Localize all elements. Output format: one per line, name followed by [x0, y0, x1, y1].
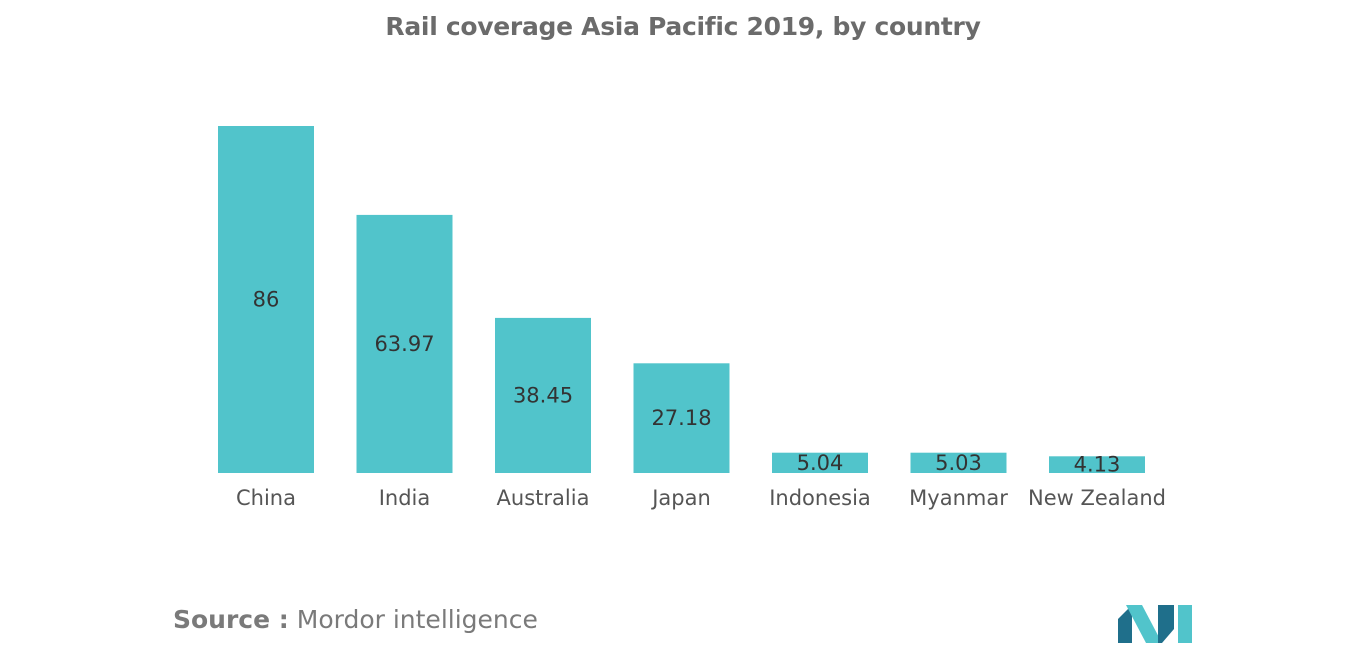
value-label: 5.03 [935, 451, 982, 475]
bar-japan [633, 363, 730, 473]
bars-layer [218, 126, 1145, 473]
value-label: 38.45 [513, 383, 573, 407]
value-label: 4.13 [1074, 453, 1121, 477]
category-label: India [379, 486, 431, 510]
value-label: 86 [253, 288, 280, 312]
value-label: 63.97 [374, 332, 434, 356]
bar-myanmar [910, 452, 1007, 473]
mordor-intelligence-logo-icon [1118, 605, 1192, 643]
bar-india [356, 214, 453, 473]
category-label: Australia [497, 486, 590, 510]
bar-china [218, 126, 314, 473]
category-label: New Zealand [1028, 486, 1166, 510]
logo-middle-stroke [1126, 605, 1162, 643]
category-label: Indonesia [769, 486, 871, 510]
bar-indonesia [772, 452, 868, 473]
logo-far-right-stroke [1178, 605, 1192, 643]
value-label: 5.04 [797, 451, 844, 475]
source-note: Source : Mordor intelligence [173, 605, 538, 634]
category-label: China [236, 486, 296, 510]
chart-title: Rail coverage Asia Pacific 2019, by coun… [385, 12, 981, 41]
source-label: Source : [173, 605, 289, 634]
value-label: 27.18 [651, 406, 711, 430]
logo-right-stroke [1158, 605, 1174, 643]
source-text: Mordor intelligence [296, 605, 538, 634]
category-label: Myanmar [909, 486, 1008, 510]
category-labels-layer: China India Australia Japan Indonesia Myanmar… [236, 486, 1166, 510]
bar-new-zealand [1049, 456, 1145, 473]
logo-left-stroke [1118, 605, 1132, 643]
category-label: Japan [650, 486, 711, 510]
bar-australia [495, 317, 591, 473]
value-labels-layer: 86 63.97 38.45 27.18 5.04 5.03 4.13 [253, 288, 1121, 477]
